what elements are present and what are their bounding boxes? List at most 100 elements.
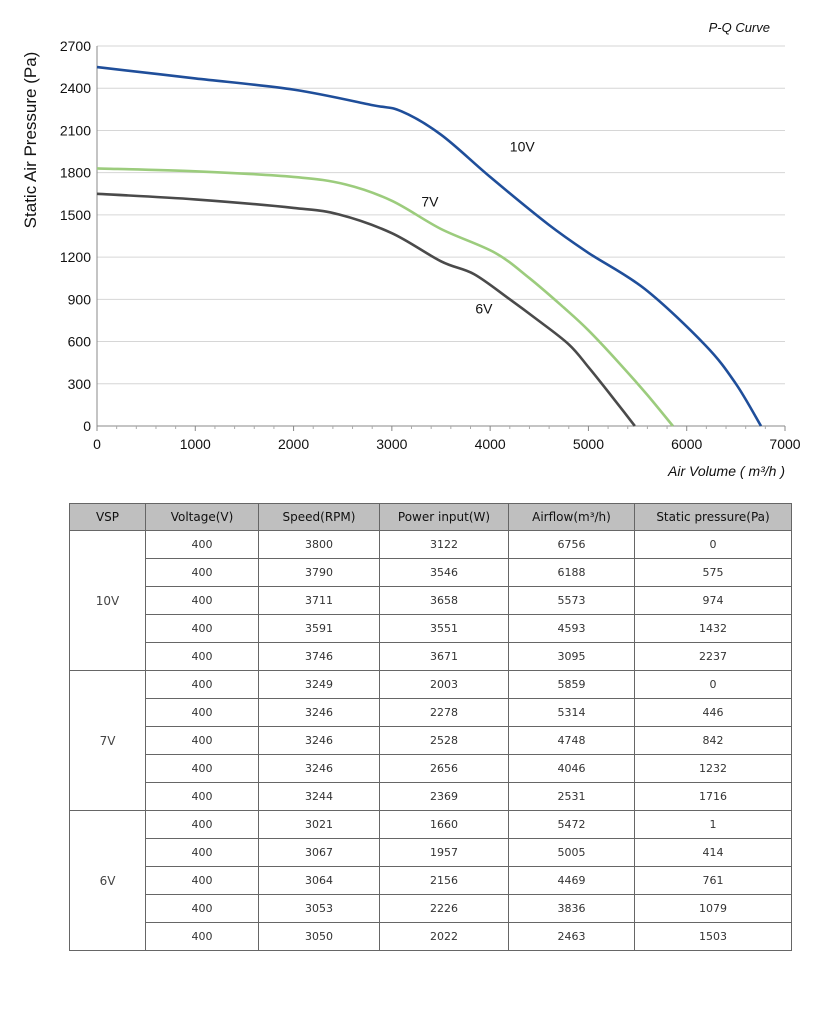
table-row: 400 3050 2022 2463 1503 [70, 922, 792, 951]
table-cell: 400 [145, 558, 259, 587]
table-cell: 2463 [508, 922, 635, 951]
x-tick-label: 4000 [475, 436, 506, 452]
vsp-cell: 7V [69, 670, 146, 811]
table-cell: 2156 [379, 866, 509, 895]
table-cell: 3095 [508, 642, 635, 671]
table-row: 400 3711 3658 5573 974 [70, 586, 792, 615]
x-tick-label: 7000 [769, 436, 800, 452]
table-cell: 3591 [258, 614, 380, 643]
table-cell: 3246 [258, 698, 380, 727]
table-cell: 400 [145, 838, 259, 867]
table-cell: 3067 [258, 838, 380, 867]
x-tick-label: 2000 [278, 436, 309, 452]
vsp-cell: 10V [69, 530, 146, 671]
table-cell: 2278 [379, 698, 509, 727]
table-cell: 3836 [508, 894, 635, 923]
table-cell: 1079 [634, 894, 792, 923]
x-tick-label: 1000 [180, 436, 211, 452]
table-cell: 6756 [508, 530, 635, 559]
table-cell: 842 [634, 726, 792, 755]
table-row: 400 3244 2369 2531 1716 [70, 782, 792, 811]
table-row: 400 3591 3551 4593 1432 [70, 614, 792, 643]
table-cell: 400 [145, 698, 259, 727]
table-cell: 3249 [258, 670, 380, 699]
table-cell: 3246 [258, 754, 380, 783]
series-line-6v [96, 192, 636, 427]
column-header: Static pressure(Pa) [634, 503, 792, 531]
table-cell: 2003 [379, 670, 509, 699]
table-cell: 3021 [258, 810, 380, 839]
table-cell: 974 [634, 586, 792, 615]
table-cell: 400 [145, 670, 259, 699]
y-axis-title: Static Air Pressure (Pa) [21, 52, 40, 229]
table-cell: 4046 [508, 754, 635, 783]
table-cell: 400 [145, 726, 259, 755]
table-cell: 3711 [258, 586, 380, 615]
series-line-7v [96, 167, 674, 427]
table-cell: 1503 [634, 922, 792, 951]
table-cell: 400 [145, 614, 259, 643]
table-cell: 0 [634, 670, 792, 699]
table-cell: 400 [145, 866, 259, 895]
table-row: 400 3246 2656 4046 1232 [70, 754, 792, 783]
table-cell: 2528 [379, 726, 509, 755]
table-cell: 400 [145, 894, 259, 923]
table-row: 400 3790 3546 6188 575 [70, 558, 792, 587]
table-row: 400 3064 2156 4469 761 [70, 866, 792, 895]
table-cell: 1232 [634, 754, 792, 783]
table-cell: 3053 [258, 894, 380, 923]
table-cell: 2237 [634, 642, 792, 671]
series-label-10v: 10V [510, 139, 536, 155]
pq-curve-svg: 0 300 600 900 1200 1500 1800 2100 2400 2700 0 1000 2… [21, 20, 801, 479]
table-row: 400 3246 2278 5314 446 [70, 698, 792, 727]
table-row: 400 3053 2226 3836 1079 [70, 894, 792, 923]
table-cell: 4748 [508, 726, 635, 755]
table-cell: 4469 [508, 866, 635, 895]
table-cell: 761 [634, 866, 792, 895]
x-tick-label: 3000 [376, 436, 407, 452]
table-cell: 1716 [634, 782, 792, 811]
table-cell: 2369 [379, 782, 509, 811]
table-cell: 400 [145, 642, 259, 671]
table-header-row: VSP Voltage(V) Speed(RPM) Power input(W) Air… [69, 503, 792, 531]
column-header: Power input(W) [379, 503, 509, 531]
y-tick-label: 1200 [60, 249, 91, 265]
table-cell: 0 [634, 530, 792, 559]
column-header: Speed(RPM) [258, 503, 380, 531]
x-tick-label: 5000 [573, 436, 604, 452]
series-label-6v: 6V [475, 300, 493, 316]
table-cell: 3671 [379, 642, 509, 671]
table-cell: 3790 [258, 558, 380, 587]
table-cell: 1432 [634, 614, 792, 643]
table-cell: 400 [145, 782, 259, 811]
chart-title: P-Q Curve [709, 20, 770, 35]
table-cell: 3546 [379, 558, 509, 587]
table-cell: 400 [145, 754, 259, 783]
table-cell: 3246 [258, 726, 380, 755]
table-cell: 2656 [379, 754, 509, 783]
table-row: 7V 400 3249 2003 5859 0 [69, 670, 792, 811]
table-cell: 3122 [379, 530, 509, 559]
performance-table: VSP Voltage(V) Speed(RPM) Power input(W) Air… [69, 503, 792, 951]
vsp-cell: 6V [69, 810, 146, 951]
table-cell: 5859 [508, 670, 635, 699]
table-cell: 400 [145, 586, 259, 615]
table-cell: 3658 [379, 586, 509, 615]
table-cell: 3064 [258, 866, 380, 895]
table-cell: 3551 [379, 614, 509, 643]
table-cell: 6188 [508, 558, 635, 587]
column-header: Airflow(m³/h) [508, 503, 635, 531]
table-cell: 3800 [258, 530, 380, 559]
table-cell: 1957 [379, 838, 509, 867]
table-cell: 5472 [508, 810, 635, 839]
table-row: 400 3246 2528 4748 842 [70, 726, 792, 755]
y-tick-label: 2700 [60, 38, 91, 54]
y-tick-label: 1800 [60, 165, 91, 181]
table-cell: 3050 [258, 922, 380, 951]
table-cell: 414 [634, 838, 792, 867]
table-cell: 1 [634, 810, 792, 839]
y-tick-label: 2100 [60, 122, 91, 138]
x-axis-title: Air Volume ( m³/h ) [667, 463, 785, 479]
y-tick-label: 0 [83, 418, 91, 434]
x-tick-label: 6000 [671, 436, 702, 452]
